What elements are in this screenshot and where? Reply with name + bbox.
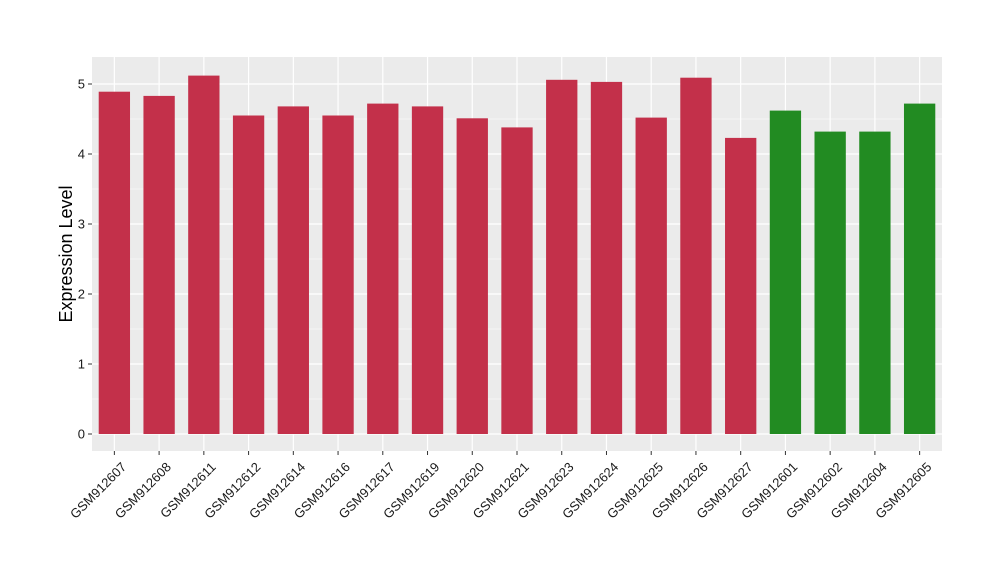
bar-GSM912619 (411, 106, 444, 435)
bar-GSM912624 (590, 81, 623, 435)
bar-GSM912608 (143, 95, 175, 435)
bar-GSM912617 (367, 103, 399, 434)
y-tick-label: 4 (78, 147, 85, 162)
bar-GSM912612 (232, 115, 265, 434)
y-tick-label: 0 (78, 427, 85, 442)
bar-GSM912625 (635, 117, 667, 434)
y-tick-label: 2 (78, 287, 85, 302)
bars (98, 75, 936, 435)
y-tick-label: 1 (78, 357, 85, 372)
y-tick-label: 3 (78, 217, 85, 232)
bar-GSM912621 (501, 127, 533, 435)
bar-GSM912602 (814, 131, 846, 434)
bar-GSM912604 (859, 131, 891, 434)
y-tick-label: 5 (78, 77, 85, 92)
bar-GSM912614 (277, 106, 309, 435)
bar-GSM912601 (769, 110, 802, 434)
y-axis-title: Expression Level (56, 185, 76, 322)
x-axis: GSM912607GSM912608GSM912611GSM912612GSM9… (67, 451, 935, 522)
bar-GSM912623 (546, 79, 578, 435)
bar-GSM912607 (98, 91, 131, 434)
bar-GSM912605 (903, 103, 936, 434)
bar-GSM912616 (322, 115, 354, 434)
bar-GSM912620 (456, 118, 488, 435)
bar-GSM912611 (188, 75, 220, 434)
y-axis: 0 1 2 3 4 5 (78, 77, 92, 442)
bar-GSM912627 (725, 137, 757, 434)
bar-GSM912626 (680, 77, 712, 434)
